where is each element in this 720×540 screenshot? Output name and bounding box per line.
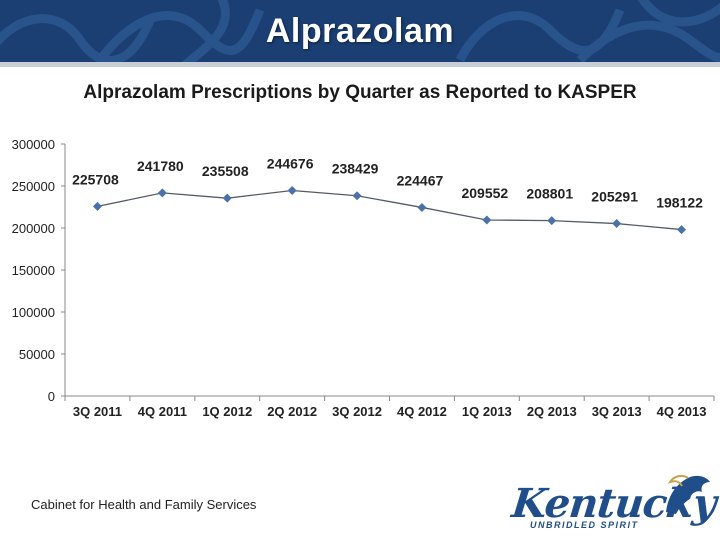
footer-text: Cabinet for Health and Family Services <box>31 497 257 512</box>
data-point-marker <box>352 191 362 201</box>
series-line <box>97 189 682 231</box>
data-point-marker <box>677 225 687 235</box>
data-label: 225708 <box>72 171 119 187</box>
x-tick-label: 1Q 2012 <box>202 404 252 419</box>
x-tick-label: 3Q 2012 <box>332 404 382 419</box>
y-tick-label: 200000 <box>12 221 55 236</box>
slide-title: Alprazolam <box>265 12 455 50</box>
logo-tagline: UNBRIDLED SPIRIT <box>530 520 639 530</box>
y-tick-label: 100000 <box>12 305 55 320</box>
data-label: 241780 <box>137 158 184 174</box>
data-point-marker <box>547 216 557 226</box>
banner-decoration <box>0 0 720 62</box>
data-label: 238429 <box>332 161 379 177</box>
y-tick-label: 150000 <box>12 263 55 278</box>
data-point-marker <box>417 202 427 212</box>
y-tick-label: 250000 <box>12 179 55 194</box>
title-banner: Alprazolam <box>0 0 720 62</box>
horse-head-icon <box>666 474 710 514</box>
x-tick-label: 2Q 2012 <box>267 404 317 419</box>
y-tick-label: 50000 <box>19 347 55 362</box>
data-point-marker <box>157 188 167 198</box>
data-point-marker <box>482 215 492 225</box>
line-chart: 0 50000 100000 150000 200000 250000 300000 3Q 2… <box>12 137 715 419</box>
x-tick-label: 3Q 2013 <box>592 404 642 419</box>
y-tick-label: 300000 <box>12 137 55 152</box>
data-label: 208801 <box>526 186 573 202</box>
y-tick-label: 0 <box>48 389 55 404</box>
data-label: 224467 <box>397 172 444 188</box>
kentucky-logo: Kentucky UNBRIDLED SPIRIT <box>508 470 718 534</box>
x-tick-label: 3Q 2011 <box>73 404 122 419</box>
data-point-marker <box>92 201 102 211</box>
chart-title: Alprazolam Prescriptions by Quarter as R… <box>83 82 637 103</box>
x-tick-label: 1Q 2013 <box>462 404 512 419</box>
banner-divider <box>0 62 720 67</box>
data-point-marker <box>612 219 622 229</box>
x-tick-label: 4Q 2011 <box>138 404 187 419</box>
x-tick-label: 4Q 2012 <box>397 404 447 419</box>
x-tick-label: 4Q 2013 <box>657 404 707 419</box>
data-label: 235508 <box>202 163 249 179</box>
data-label: 244676 <box>267 155 314 171</box>
data-label: 198122 <box>656 195 703 211</box>
data-point-marker <box>287 185 297 195</box>
x-tick-label: 2Q 2013 <box>527 404 577 419</box>
data-label: 205291 <box>591 189 638 205</box>
data-point-marker <box>222 193 232 203</box>
data-label: 209552 <box>461 185 508 201</box>
